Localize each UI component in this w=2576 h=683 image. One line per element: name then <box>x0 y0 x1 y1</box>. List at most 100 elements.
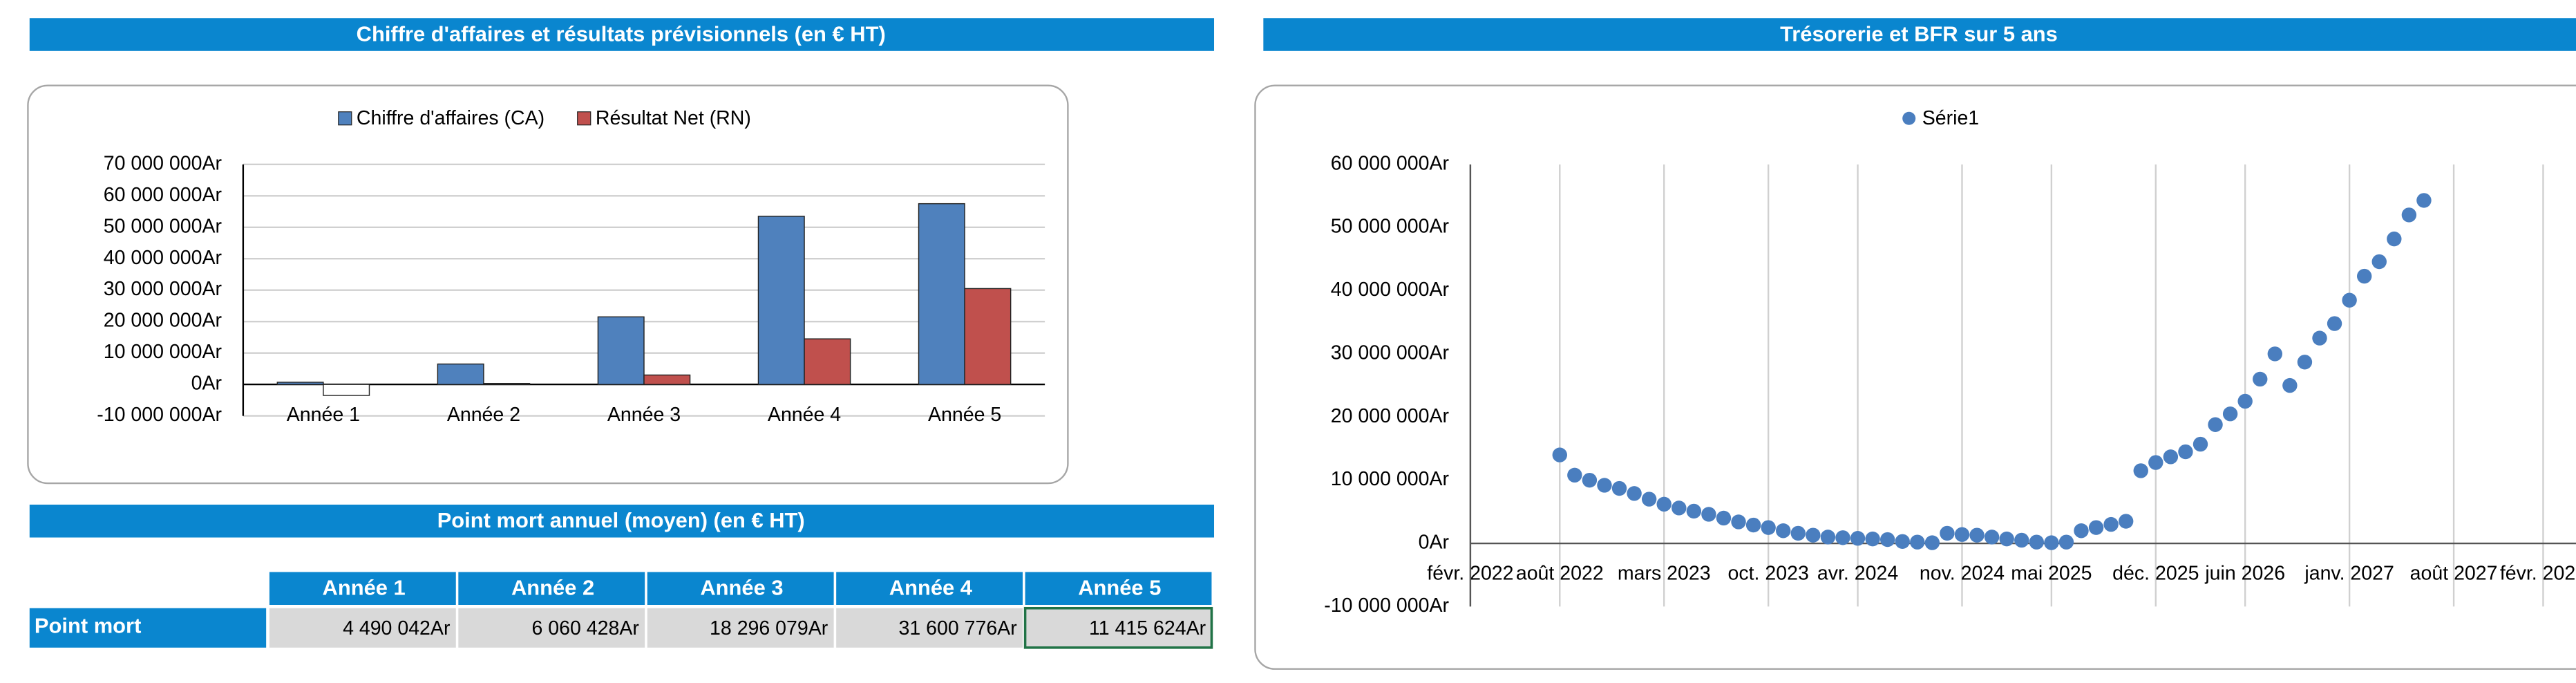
data-point <box>1879 532 1895 548</box>
data-point <box>2222 406 2238 422</box>
data-point <box>2282 377 2298 393</box>
x-tick-label: août 2022 <box>1516 563 1604 585</box>
data-point <box>2371 254 2387 270</box>
y-tick-label: 60 000 000Ar <box>1331 152 1450 174</box>
section-title: Trésorerie et BFR sur 5 ans <box>1780 21 2058 46</box>
bar <box>804 338 851 385</box>
bar <box>643 374 691 385</box>
column-header: Année 3 <box>700 576 783 600</box>
data-point <box>2044 535 2059 550</box>
cell <box>647 608 834 648</box>
data-point <box>1940 525 1955 541</box>
data-point <box>2401 207 2417 223</box>
y-tick-label: 40 000 000Ar <box>104 247 222 269</box>
data-point <box>2267 346 2283 362</box>
data-point <box>2253 371 2268 387</box>
data-point <box>2014 532 2029 548</box>
bar <box>323 384 370 396</box>
data-point <box>1671 500 1687 516</box>
data-point <box>1627 486 1642 501</box>
legend-swatch <box>577 111 591 126</box>
data-point <box>1552 447 1567 462</box>
x-tick-label: janv. 2027 <box>2304 563 2394 585</box>
x-tick-label: févr. 2028 <box>2500 563 2576 585</box>
column-header: Année 5 <box>1078 576 1161 600</box>
data-point <box>1731 514 1746 530</box>
bar <box>276 382 324 385</box>
column-header-cell <box>836 572 1023 606</box>
data-point <box>2237 393 2253 409</box>
column-header: Année 4 <box>889 576 973 600</box>
data-point <box>2148 455 2163 470</box>
data-point <box>1895 534 1910 549</box>
data-point <box>1776 523 1791 539</box>
x-tick-label: oct. 2023 <box>1728 563 1809 585</box>
y-tick-label: 70 000 000Ar <box>104 152 222 174</box>
legend-swatch <box>338 111 352 126</box>
data-point <box>2103 516 2119 532</box>
x-tick-label: juin 2026 <box>2204 563 2285 585</box>
section-title: Point mort annuel (moyen) (en € HT) <box>437 508 805 532</box>
bar <box>757 216 805 385</box>
data-point <box>2163 449 2179 465</box>
y-tick-label: 10 000 000Ar <box>104 341 222 363</box>
header-bar <box>1263 18 2576 51</box>
x-tick-label: Année 3 <box>607 404 681 426</box>
y-tick-label: 50 000 000Ar <box>1331 216 1450 238</box>
data-point <box>1686 503 1702 519</box>
y-tick-label: 30 000 000Ar <box>1331 342 1450 364</box>
x-tick-label: mai 2025 <box>2011 563 2092 585</box>
data-point <box>2297 355 2313 370</box>
legend-label: Chiffre d'affaires (CA) <box>357 107 544 129</box>
cell <box>1023 606 1213 649</box>
data-point <box>2193 436 2208 452</box>
data-point <box>1790 525 1806 541</box>
data-point <box>2029 534 2045 550</box>
header-bar <box>29 504 1215 538</box>
cell <box>836 608 1023 648</box>
cell <box>458 608 645 648</box>
data-point <box>1984 530 2000 545</box>
table: Année 1 Année 2 Année 3 Année 4 Année 5 Point… <box>29 572 1213 649</box>
data-point <box>1999 531 2014 547</box>
data-point <box>1701 507 1716 522</box>
data-point <box>2416 193 2432 208</box>
data-point <box>1641 492 1657 507</box>
data-point <box>2327 316 2342 331</box>
legend-label: Série1 <box>1922 107 1979 129</box>
x-tick-label: août 2027 <box>2410 563 2498 585</box>
cell-value: 18 296 079Ar <box>710 617 828 639</box>
column-header: Année 1 <box>323 576 406 600</box>
data-point <box>2356 268 2372 284</box>
bar <box>437 363 484 385</box>
data-point <box>1820 530 1836 545</box>
x-tick-label: mars 2023 <box>1618 563 1711 585</box>
data-point <box>1865 531 1880 547</box>
x-tick-label: Année 2 <box>447 404 520 426</box>
data-point <box>1835 530 1850 545</box>
data-point <box>2088 520 2104 535</box>
data-point <box>2118 514 2134 529</box>
data-point <box>2178 444 2193 460</box>
data-point <box>1656 496 1671 512</box>
y-tick-label: 60 000 000Ar <box>104 184 222 206</box>
cell <box>269 608 456 648</box>
row-header-cell <box>29 608 267 648</box>
cell-value: 11 415 624Ar <box>1089 617 1206 639</box>
data-point <box>1954 527 1970 542</box>
x-tick-label: Année 5 <box>928 404 1001 426</box>
data-point <box>1910 534 1925 550</box>
x-tick-label: déc. 2025 <box>2112 563 2199 585</box>
data-point <box>1597 478 1612 493</box>
data-point <box>1582 472 1598 488</box>
y-tick-label: 0Ar <box>191 373 222 395</box>
data-point <box>2074 523 2089 539</box>
data-point <box>1611 480 1627 496</box>
y-tick-label: 30 000 000Ar <box>104 278 222 300</box>
bar <box>964 288 1012 385</box>
x-tick-label: nov. 2024 <box>1920 563 2005 585</box>
data-point <box>1850 531 1866 546</box>
y-tick-label: 0Ar <box>1419 532 1450 554</box>
data-point <box>2058 534 2074 550</box>
x-tick-label: Année 1 <box>287 404 360 426</box>
